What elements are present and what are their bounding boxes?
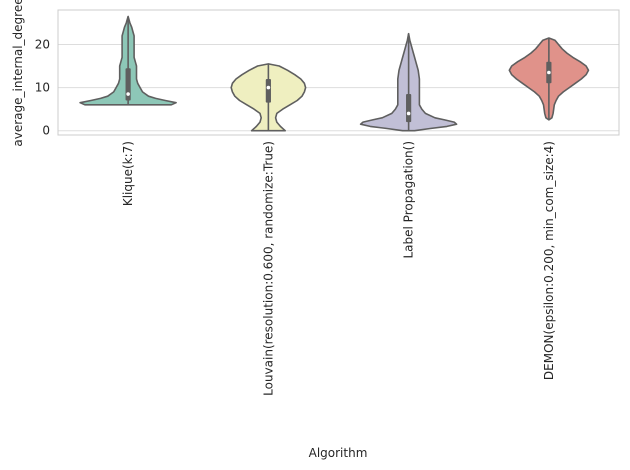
violin-iqr-box <box>265 78 271 103</box>
x-tick-label: Louvain(resolution:0.600, randomize:True… <box>261 141 275 396</box>
x-tick-label: Klique(k:7) <box>121 141 135 206</box>
violin-iqr-box <box>125 68 131 101</box>
y-tick-label: 10 <box>35 81 50 95</box>
violins <box>79 15 590 132</box>
x-tick-label: DEMON(epsilon:0.200, min_com_size:4) <box>542 141 556 380</box>
violin-median <box>126 92 130 96</box>
y-axis-label: average_internal_degree <box>11 0 25 147</box>
x-tick-label: Label Propagation() <box>402 141 416 259</box>
x-tick-labels: Klique(k:7) Louvain(resolution:0.600, ran… <box>121 141 556 396</box>
violin-median <box>406 111 411 116</box>
gridlines <box>58 43 619 132</box>
y-tick-label: 0 <box>42 124 50 138</box>
plot-frame <box>57 9 620 136</box>
y-tick-label: 20 <box>35 37 50 51</box>
violin-median <box>266 85 271 90</box>
y-tick-labels: 0 10 20 <box>35 37 50 137</box>
violin-iqr-box <box>406 94 412 123</box>
x-axis-label: Algorithm <box>309 446 368 460</box>
violin-median <box>547 70 551 75</box>
